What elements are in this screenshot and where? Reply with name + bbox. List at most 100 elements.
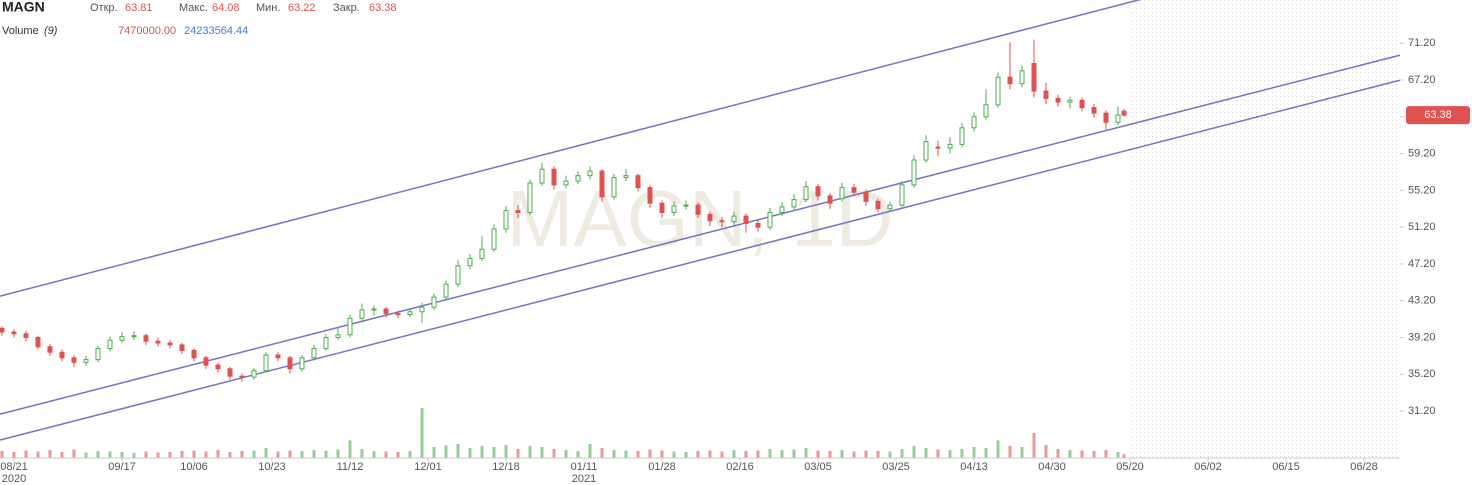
candle-body	[443, 283, 449, 298]
y-tick-label: 31.20	[1408, 405, 1436, 417]
candle-body	[683, 204, 689, 207]
plot	[0, 0, 1400, 458]
x-tick-label: 06/28	[1350, 461, 1378, 473]
candle-body	[299, 357, 305, 370]
volume-bar	[1032, 433, 1036, 458]
low-value: 63.22	[288, 2, 316, 14]
volume-bar	[732, 450, 736, 458]
candle-body	[323, 337, 329, 350]
volume-bar	[552, 449, 556, 458]
candle-body	[359, 309, 365, 319]
volume-bar	[804, 448, 808, 458]
candle-body	[935, 146, 941, 149]
volume-bar	[516, 449, 520, 458]
volume-bar	[276, 451, 280, 458]
candle-body	[179, 344, 185, 351]
volume-bar	[216, 450, 220, 458]
y-tick-label: 39.20	[1408, 331, 1436, 343]
candle-body	[275, 354, 281, 359]
volume-bar	[912, 446, 916, 458]
volume-bar	[180, 451, 184, 458]
y-tick-label: 59.20	[1408, 147, 1436, 159]
candle-body	[815, 186, 821, 197]
volume-bar	[600, 448, 604, 458]
volume-bar	[984, 448, 988, 458]
volume-bar	[48, 450, 52, 458]
volume-bar	[684, 452, 688, 458]
future-area	[1131, 0, 1400, 458]
candle-body	[875, 200, 881, 210]
candle-body	[191, 349, 197, 359]
volume-bar	[1068, 450, 1072, 458]
volume-bar	[336, 449, 340, 458]
volume-bar	[576, 451, 580, 458]
volume-bar	[828, 451, 832, 458]
candle-body	[635, 175, 641, 189]
candle-body	[407, 311, 413, 316]
candle-body	[767, 211, 773, 228]
x-tick-label: 10/06	[180, 461, 208, 473]
channel-line	[0, 79, 1400, 441]
candle-body	[155, 340, 161, 344]
volume-bar	[1116, 452, 1120, 458]
volume-period: (9)	[44, 25, 58, 37]
candle-body	[791, 199, 797, 208]
symbol: MAGN	[2, 0, 45, 15]
candle-body	[503, 210, 509, 230]
candle-body	[719, 220, 725, 223]
candle-body	[695, 204, 701, 215]
y-tick-label: 55.20	[1408, 184, 1436, 196]
x-tick-label: 09/17	[108, 461, 136, 473]
candle-body	[455, 265, 461, 285]
candle-body	[755, 222, 761, 228]
volume-bar	[996, 440, 1000, 458]
volume-bar	[660, 450, 664, 458]
volume-bar	[972, 447, 976, 458]
volume-bar	[312, 450, 316, 458]
volume-bar	[588, 444, 592, 458]
x-tick-label: 01/28	[648, 461, 676, 473]
volume-bar	[1020, 447, 1024, 458]
candle-body	[887, 204, 893, 210]
volume-bar	[744, 451, 748, 458]
candle-body	[647, 187, 653, 204]
high-label: Макс.	[179, 2, 208, 14]
volume-bar	[900, 449, 904, 458]
candle-body	[1019, 70, 1025, 85]
volume-bar	[300, 451, 304, 458]
volume-bar	[24, 450, 28, 458]
candle-body	[803, 186, 809, 201]
high-value: 64.08	[212, 2, 240, 14]
candle-body	[83, 359, 89, 363]
volume-bar	[840, 450, 844, 458]
volume-bar	[492, 447, 496, 458]
candle-body	[143, 335, 149, 342]
volume-bar	[1056, 449, 1060, 458]
candle-body	[347, 317, 353, 336]
volume-bar	[768, 449, 772, 458]
volume-bar	[120, 452, 124, 458]
x-tick-label: 03/05	[804, 461, 832, 473]
channel-line	[0, 54, 1400, 415]
volume-bar	[480, 446, 484, 458]
candle-body	[827, 195, 833, 204]
candle-body	[563, 180, 569, 186]
volume-bar	[1104, 450, 1108, 458]
candle-body	[731, 215, 737, 223]
volume-bar	[144, 451, 148, 458]
candle-body	[491, 228, 497, 250]
volume-bar	[816, 450, 820, 458]
candle-body	[119, 336, 125, 341]
candle-body	[587, 170, 593, 177]
candle-body	[1031, 62, 1037, 92]
volume-bar	[708, 450, 712, 458]
candle-body	[287, 357, 293, 370]
candle-body	[0, 327, 5, 333]
volume-bar	[540, 447, 544, 458]
volume-bar	[888, 451, 892, 458]
candle-body	[1055, 97, 1061, 103]
y-tick-label: 43.20	[1408, 295, 1436, 307]
volume-bar	[228, 452, 232, 458]
candle-body	[911, 159, 917, 186]
